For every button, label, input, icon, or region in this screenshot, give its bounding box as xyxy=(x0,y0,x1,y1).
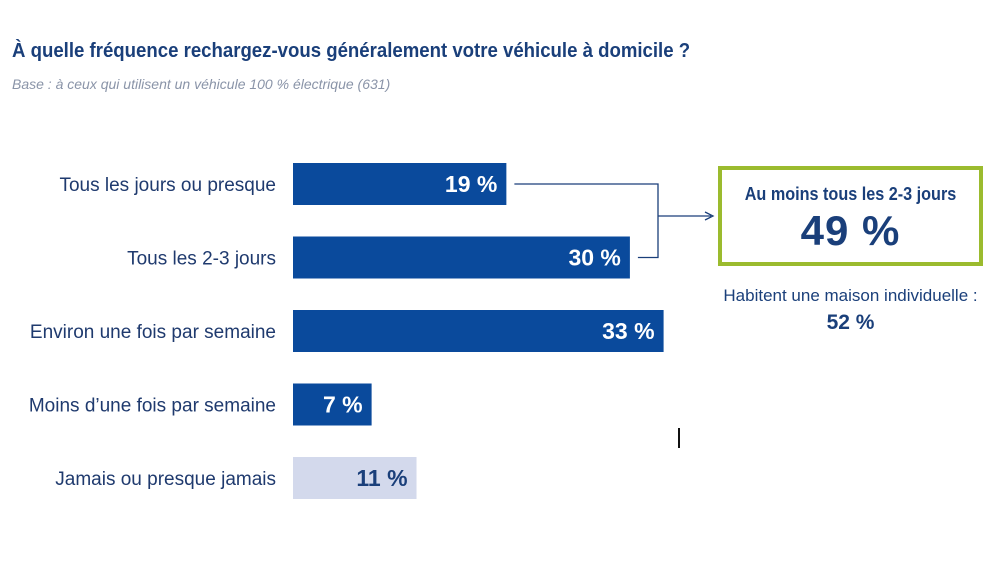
housing-note-text: Habitent une maison individuelle : xyxy=(723,286,978,305)
housing-note-value: 52 % xyxy=(826,311,875,334)
arrow-head-icon xyxy=(704,211,715,221)
summary-value: 49 % xyxy=(800,207,901,254)
bar-value-label: 19 % xyxy=(445,171,497,197)
category-label: Tous les 2-3 jours xyxy=(127,249,276,270)
bar xyxy=(293,310,664,352)
bar-value-label: 33 % xyxy=(602,318,654,344)
category-label: Environ une fois par semaine xyxy=(30,322,276,343)
bar xyxy=(293,457,417,499)
chart-subtitle: Base : à ceux qui utilisent un véhicule … xyxy=(12,76,391,92)
category-label: Moins d’une fois par semaine xyxy=(29,396,276,417)
summary-label: Au moins tous les 2-3 jours xyxy=(744,184,957,204)
chart-title: À quelle fréquence rechargez-vous généra… xyxy=(12,40,691,62)
bar xyxy=(293,163,507,205)
housing-note: Habitent une maison individuelle : 52 % xyxy=(718,284,983,335)
category-label: Tous les jours ou presque xyxy=(59,175,276,196)
bracket-connector xyxy=(514,183,711,259)
bar xyxy=(293,236,630,279)
bar-value-label: 11 % xyxy=(356,465,407,491)
summary-box: Au moins tous les 2-3 jours 49 % xyxy=(718,166,983,266)
bar-value-label: 7 % xyxy=(323,392,363,418)
bar xyxy=(293,383,372,426)
text-cursor xyxy=(678,428,680,448)
category-label: Jamais ou presque jamais xyxy=(55,469,276,490)
bar-value-label: 30 % xyxy=(568,245,620,271)
